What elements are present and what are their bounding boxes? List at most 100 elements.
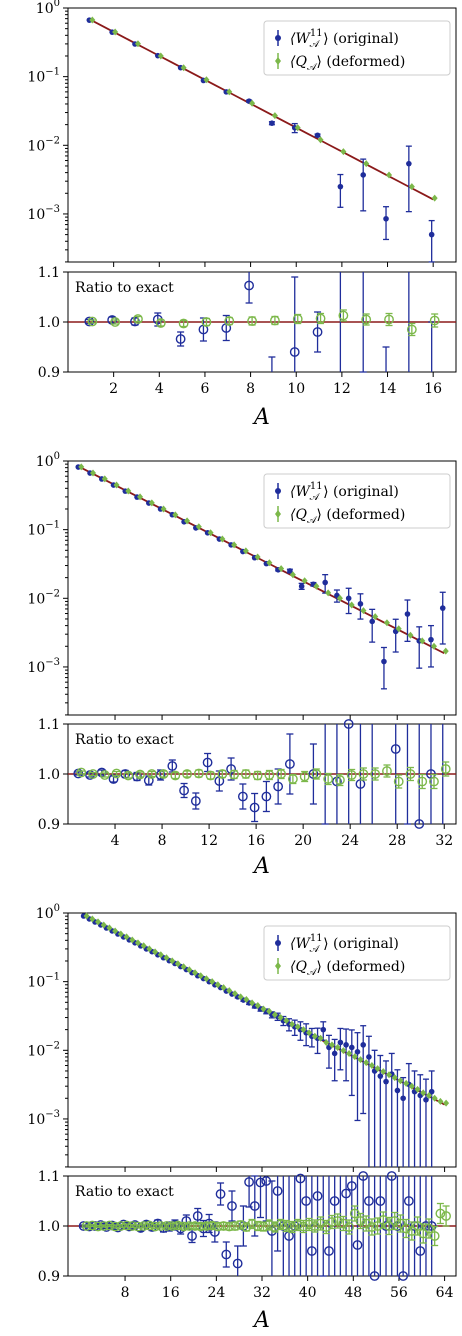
point-deformed [237, 993, 244, 1001]
x-tick-label: 20 [294, 833, 312, 849]
point-deformed [283, 1017, 290, 1025]
point-deformed [112, 927, 119, 935]
y-tick-label: 0.9 [38, 817, 60, 833]
point-deformed [397, 1077, 404, 1085]
x-tick-label: 24 [341, 833, 359, 849]
ratio-point-original [369, 1271, 380, 1281]
x-tick-label: 40 [299, 1285, 317, 1301]
ratio-point-original [301, 1196, 312, 1206]
legend: ⟨W11 𝒜 ⟩ (original) ⟨Q𝒜⟩ (deformed) [263, 20, 451, 76]
ratio-point-original [249, 1201, 260, 1211]
ratio-point-deformed [299, 771, 310, 782]
y-tick-label: 10−3 [27, 204, 60, 223]
point-deformed [203, 975, 210, 983]
ratio-point-deformed [417, 776, 428, 787]
chart-panel-1: 100 10−1 10−2 10−3 ⟨W11 𝒜 ⟩ (original) ⟨Q𝒜⟩ (de… [27, 0, 457, 430]
ratio-point-deformed [429, 315, 440, 326]
y-tick-label: 10−1 [27, 67, 60, 86]
ratio-point-original [261, 791, 272, 802]
ratio-label: Ratio to exact [75, 280, 174, 296]
point-deformed [134, 939, 141, 947]
point-original [360, 1042, 367, 1048]
ratio-point-deformed [401, 1223, 412, 1234]
point-deformed [266, 1007, 273, 1015]
ratio-point-original [244, 280, 254, 291]
x-tick-label: 12 [333, 381, 351, 397]
ratio-point-deformed [429, 1231, 440, 1241]
ratio-point-deformed [323, 774, 334, 784]
ratio-point-deformed [144, 1220, 155, 1231]
ratio-point-deformed [418, 1228, 429, 1239]
point-original [381, 658, 387, 665]
point-deformed [419, 637, 426, 645]
ratio-point-deformed [382, 766, 392, 776]
ratio-point-original [324, 1246, 334, 1256]
legend-label: ⟨Q𝒜⟩ (deformed) [290, 959, 405, 978]
y-tick-label: 1.0 [38, 1219, 60, 1235]
ratio-point-deformed [224, 1221, 235, 1232]
ratio-point-deformed [275, 1219, 286, 1230]
ratio-point-deformed [264, 1220, 275, 1230]
ratio-point-original [244, 1177, 254, 1187]
x-tick-label: 48 [344, 1285, 362, 1301]
point-deformed [271, 1011, 278, 1019]
point-deformed [146, 945, 153, 953]
point-deformed [172, 511, 179, 519]
point-deformed [374, 1065, 381, 1073]
point-deformed [294, 1023, 301, 1031]
point-deformed [220, 984, 227, 992]
point-deformed [289, 571, 296, 579]
ratio-point-original [192, 1211, 203, 1221]
ratio-point-deformed [146, 769, 157, 779]
point-deformed [407, 631, 414, 639]
ratio-point-original [329, 1196, 340, 1206]
ratio-point-deformed [158, 769, 169, 779]
ratio-point-original [209, 1227, 220, 1237]
point-deformed [203, 76, 210, 84]
ratio-point-original [215, 1189, 226, 1199]
legend-label: ⟨Q𝒜⟩ (deformed) [290, 507, 405, 526]
ratio-point-original [375, 1196, 386, 1206]
point-deformed [260, 1005, 267, 1013]
legend: ⟨W11 𝒜 ⟩ (original) ⟨Q𝒜⟩ (deformed) [263, 925, 451, 981]
y-tick-label: 10−3 [27, 1109, 60, 1128]
x-tick-label: 28 [388, 833, 406, 849]
legend-marker-deformed [275, 57, 281, 65]
point-deformed [243, 995, 250, 1003]
ratio-point-deformed [99, 770, 110, 780]
ratio-point-deformed [292, 314, 303, 324]
ratio-point-deformed [170, 770, 181, 781]
ratio-point-deformed [111, 768, 122, 779]
point-original [383, 215, 389, 222]
point-deformed [207, 529, 214, 537]
ratio-point-original [312, 1191, 323, 1201]
point-deformed [160, 505, 167, 513]
legend-marker-original [275, 35, 281, 41]
point-original [314, 132, 321, 139]
ratio-point-deformed [389, 1216, 400, 1226]
point-deformed [289, 1020, 296, 1028]
ratio-point-deformed [247, 316, 257, 326]
ratio-point-deformed [178, 318, 189, 329]
ratio-point-deformed [173, 1220, 183, 1231]
point-deformed [363, 1059, 370, 1067]
ratio-point-original [390, 744, 401, 754]
point-deformed [340, 148, 347, 156]
ratio-point-deformed [110, 317, 121, 327]
point-deformed [346, 1049, 353, 1057]
ratio-plot: 0.9 1.0 1.1 8 16 24 32 40 48 56 64 Ratio to exact [38, 1169, 457, 1301]
point-deformed [123, 933, 130, 941]
x-tick-label: 64 [436, 1285, 454, 1301]
ratio-point-original [187, 1231, 197, 1241]
ratio-point-deformed [155, 318, 166, 328]
point-deformed [163, 954, 170, 962]
point-deformed [89, 16, 96, 24]
ratio-point-deformed [217, 769, 228, 779]
point-deformed [311, 1032, 318, 1040]
point-deformed [340, 1047, 347, 1055]
point-original [343, 1042, 349, 1048]
ratio-point-original [273, 781, 284, 792]
point-deformed [78, 463, 85, 471]
ratio-point-original [202, 757, 213, 768]
point-deformed [306, 1029, 313, 1037]
